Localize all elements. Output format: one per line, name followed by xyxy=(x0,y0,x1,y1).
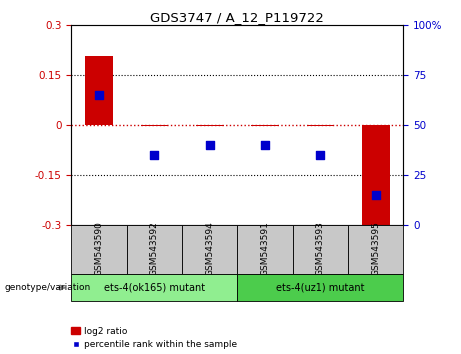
Text: GSM543590: GSM543590 xyxy=(95,221,104,276)
Point xyxy=(95,92,103,98)
Text: ets-4(uz1) mutant: ets-4(uz1) mutant xyxy=(276,282,365,293)
Text: GSM543593: GSM543593 xyxy=(316,221,325,276)
Text: GSM543594: GSM543594 xyxy=(205,221,214,276)
Point xyxy=(317,152,324,158)
Bar xyxy=(141,125,168,126)
Text: genotype/variation: genotype/variation xyxy=(5,283,91,292)
Text: GSM543595: GSM543595 xyxy=(371,221,380,276)
Point xyxy=(206,142,213,148)
Bar xyxy=(85,56,113,125)
Bar xyxy=(362,125,390,227)
Bar xyxy=(127,225,182,274)
Bar xyxy=(182,225,237,274)
Title: GDS3747 / A_12_P119722: GDS3747 / A_12_P119722 xyxy=(150,11,325,24)
Text: ets-4(ok165) mutant: ets-4(ok165) mutant xyxy=(104,282,205,293)
Point xyxy=(372,192,379,198)
Bar xyxy=(196,125,224,126)
Text: GSM543592: GSM543592 xyxy=(150,221,159,276)
Point xyxy=(261,142,269,148)
Bar xyxy=(71,225,127,274)
Bar xyxy=(307,125,334,126)
Bar xyxy=(251,125,279,126)
Bar xyxy=(348,225,403,274)
Bar xyxy=(71,274,237,301)
Bar xyxy=(293,225,348,274)
Bar xyxy=(237,225,293,274)
Point xyxy=(151,152,158,158)
Text: GSM543591: GSM543591 xyxy=(260,221,270,276)
Legend: log2 ratio, percentile rank within the sample: log2 ratio, percentile rank within the s… xyxy=(71,327,237,349)
Bar xyxy=(237,274,403,301)
